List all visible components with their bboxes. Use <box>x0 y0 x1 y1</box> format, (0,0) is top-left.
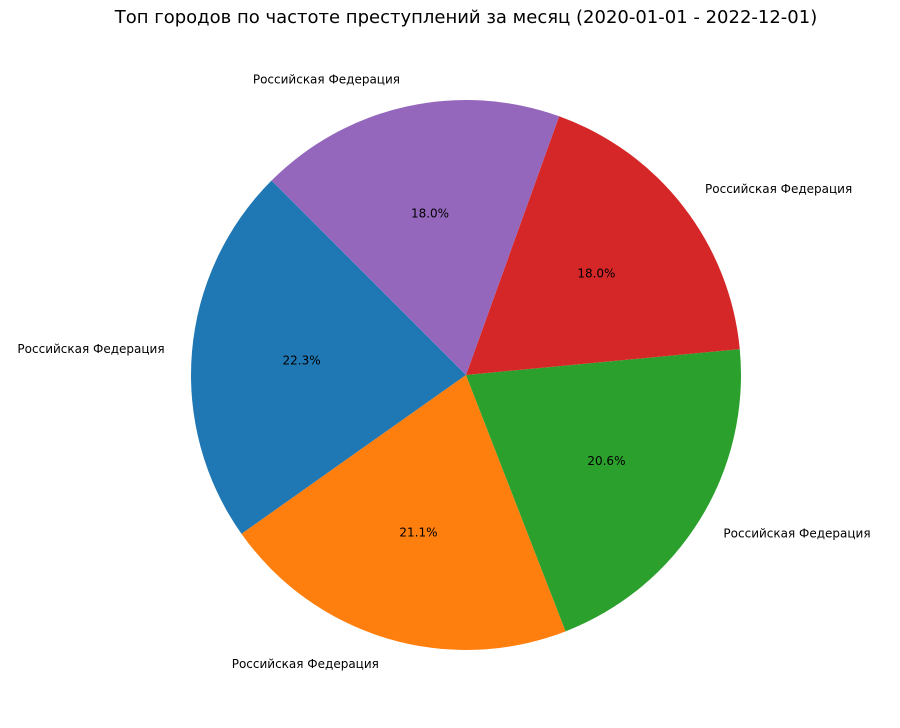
slice-label: Российская Федерация <box>17 342 164 356</box>
pie-slice <box>241 375 566 650</box>
chart-title: Топ городов по частоте преступлений за м… <box>114 7 817 28</box>
slice-label: Российская Федерация <box>723 526 870 540</box>
pie-slice <box>466 349 741 632</box>
pie-slice <box>190 180 466 534</box>
percent-label: 18.0% <box>411 206 449 220</box>
slice-label: Российская Федерация <box>705 182 852 196</box>
percent-label: 20.6% <box>587 454 625 468</box>
slice-label: Российская Федерация <box>253 72 400 86</box>
percent-label: 21.1% <box>399 526 437 540</box>
percent-label: 22.3% <box>283 354 321 368</box>
percent-label: 18.0% <box>577 266 615 280</box>
pie-slice <box>271 99 560 375</box>
pie-slice <box>466 116 740 376</box>
slice-label: Российская Федерация <box>232 657 379 671</box>
